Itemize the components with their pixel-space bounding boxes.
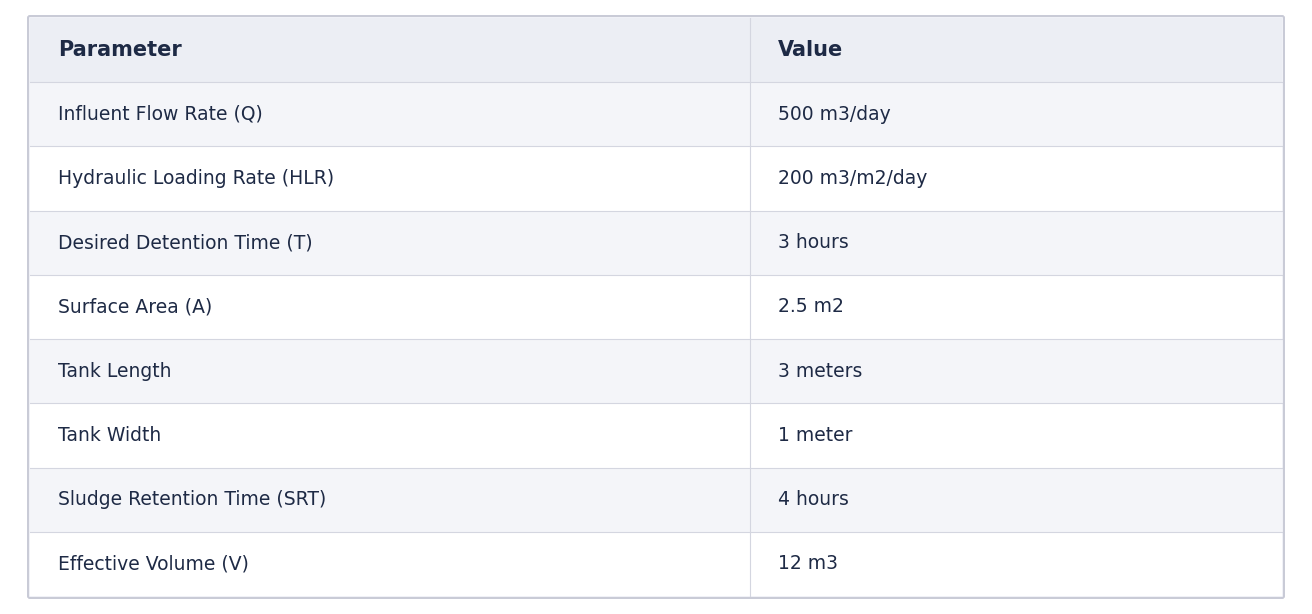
Text: 200 m3/m2/day: 200 m3/m2/day [778,169,928,188]
Text: Influent Flow Rate (Q): Influent Flow Rate (Q) [58,105,262,124]
Text: 500 m3/day: 500 m3/day [778,105,891,124]
Bar [30,82,1282,147]
FancyBboxPatch shape [28,16,1284,598]
Text: 3 meters: 3 meters [778,362,862,381]
Text: Tank Length: Tank Length [58,362,172,381]
FancyBboxPatch shape [30,18,1282,82]
Text: Desired Detention Time (T): Desired Detention Time (T) [58,233,312,252]
Bar [30,532,1282,596]
Bar [30,339,1282,403]
Text: Value: Value [778,40,844,60]
Text: 4 hours: 4 hours [778,490,849,509]
Text: 3 hours: 3 hours [778,233,849,252]
Text: Effective Volume (V): Effective Volume (V) [58,554,249,573]
Bar [30,211,1282,275]
Text: Surface Area (A): Surface Area (A) [58,298,213,316]
Text: Parameter: Parameter [58,40,182,60]
Text: Sludge Retention Time (SRT): Sludge Retention Time (SRT) [58,490,327,509]
Bar [30,467,1282,532]
Text: 1 meter: 1 meter [778,426,853,445]
Bar [30,50,1282,82]
Bar [30,403,1282,467]
Bar [30,275,1282,339]
Text: 2.5 m2: 2.5 m2 [778,298,844,316]
Text: Hydraulic Loading Rate (HLR): Hydraulic Loading Rate (HLR) [58,169,335,188]
Text: 12 m3: 12 m3 [778,554,838,573]
Bar [30,147,1282,211]
Text: Tank Width: Tank Width [58,426,161,445]
